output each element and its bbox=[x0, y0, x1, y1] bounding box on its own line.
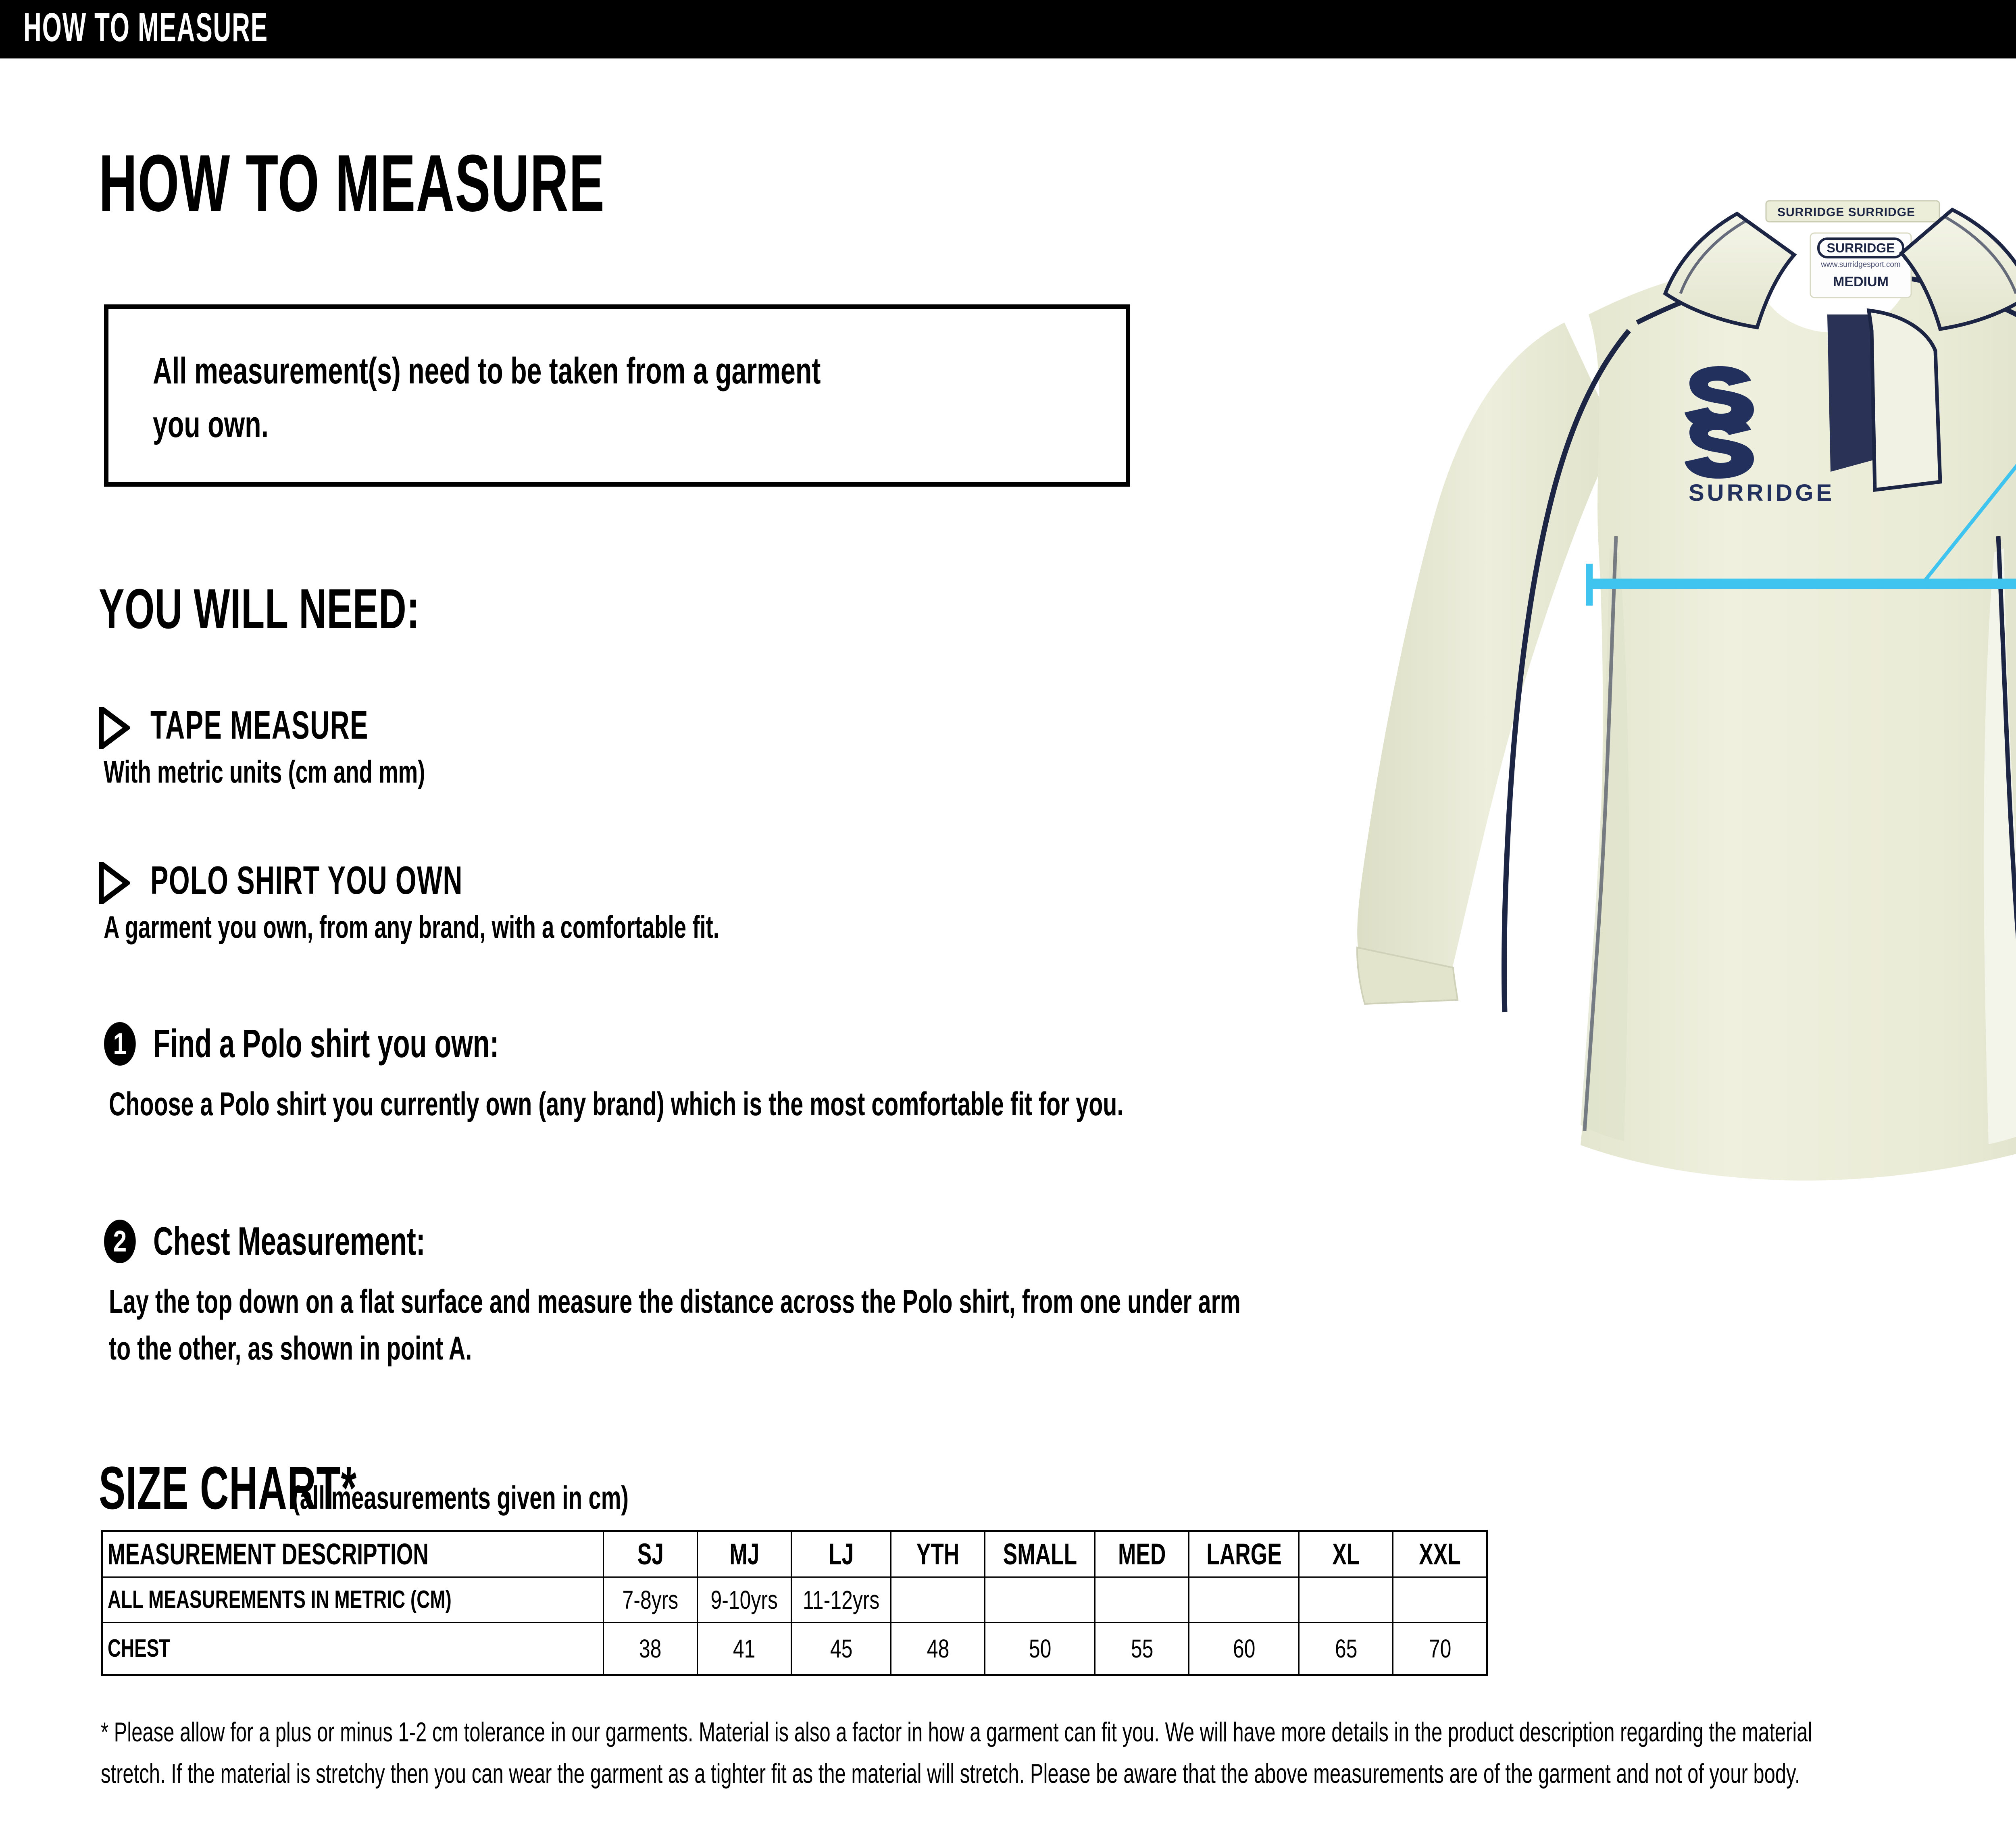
column-header-lj: LJ bbox=[790, 1530, 892, 1578]
step-body: Lay the top down on a flat surface and m… bbox=[109, 1283, 1241, 1367]
cell-chest-small: 50 bbox=[984, 1622, 1096, 1676]
neck-label-brand: SURRIDGE bbox=[1827, 241, 1895, 255]
cell-chest-large: 60 bbox=[1188, 1622, 1300, 1676]
size-chart-heading-sub: (all measurements given in cm) bbox=[292, 1480, 629, 1516]
row-label-chest: CHEST bbox=[101, 1622, 604, 1676]
collar-tape-text: SURRIDGE SURRIDGE bbox=[1777, 206, 1915, 219]
need-item-label: POLO SHIRT YOU OWN bbox=[150, 858, 463, 902]
table-header-row: MEASUREMENT DESCRIPTION SJ MJ LJ YTH SMA… bbox=[101, 1530, 1488, 1578]
collar-right-edge bbox=[1944, 215, 2016, 294]
size-chart-heading: SIZE CHART* bbox=[99, 1454, 357, 1522]
step-body: Choose a Polo shirt you currently own (a… bbox=[109, 1086, 1124, 1122]
cell-metric-lj: 11-12yrs bbox=[790, 1576, 892, 1623]
left-cuff bbox=[1356, 946, 1459, 1005]
column-header-description: MEASUREMENT DESCRIPTION bbox=[101, 1530, 604, 1578]
right-seam-piping bbox=[1996, 536, 2016, 940]
row-label-metric: ALL MEASUREMENTS IN METRIC (CM) bbox=[101, 1576, 604, 1623]
notice-box: All measurement(s) need to be taken from… bbox=[104, 304, 1130, 487]
need-item-label: TAPE MEASURE bbox=[150, 703, 369, 747]
cell-metric-xl bbox=[1298, 1576, 1394, 1623]
right-side-panel bbox=[1983, 548, 2016, 1144]
polo-shirt-image: SURRIDGE SURRIDGE SURRIDGE www.surridges… bbox=[1356, 200, 2016, 1181]
column-header-yth: YTH bbox=[890, 1530, 986, 1578]
page-title: HOW TO MEASURE bbox=[99, 138, 605, 228]
column-header-small: SMALL bbox=[984, 1530, 1096, 1578]
header-bar: HOW TO MEASURE SURRIDGE bbox=[0, 0, 2016, 58]
column-header-med: MED bbox=[1094, 1530, 1190, 1578]
footnote-text: * Please allow for a plus or minus 1-2 c… bbox=[101, 1717, 1812, 1789]
step-number-badge: 1 bbox=[104, 1022, 136, 1066]
collar-left-edge bbox=[1679, 219, 1747, 294]
column-header-mj: MJ bbox=[697, 1530, 792, 1578]
cell-metric-mj: 9-10yrs bbox=[697, 1576, 792, 1623]
neck-label-size: MEDIUM bbox=[1833, 274, 1889, 289]
cell-metric-xxl bbox=[1392, 1576, 1488, 1623]
column-header-large: LARGE bbox=[1188, 1530, 1300, 1578]
header-title: HOW TO MEASURE bbox=[23, 5, 269, 50]
cell-chest-sj: 38 bbox=[603, 1622, 698, 1676]
table-row: CHEST 38 41 45 48 50 55 60 65 70 bbox=[101, 1622, 1488, 1676]
column-header-sj: SJ bbox=[603, 1530, 698, 1578]
marker-leader-line bbox=[1922, 464, 2016, 584]
cell-chest-med: 55 bbox=[1094, 1622, 1190, 1676]
garment-illustration: SURRIDGE SURRIDGE SURRIDGE www.surridges… bbox=[1282, 73, 2016, 1411]
size-chart-table: MEASUREMENT DESCRIPTION SJ MJ LJ YTH SMA… bbox=[101, 1530, 1489, 1676]
step-title: Chest Measurement: bbox=[153, 1219, 425, 1263]
left-sleeve bbox=[1357, 323, 1617, 972]
left-piping bbox=[1502, 329, 1631, 1012]
cell-metric-med bbox=[1094, 1576, 1190, 1623]
shirt-body bbox=[1581, 268, 2016, 1181]
placket-flap bbox=[1866, 308, 1942, 492]
chest-logo: SURRIDGE bbox=[1685, 366, 1835, 506]
step-title: Find a Polo shirt you own: bbox=[153, 1021, 499, 1066]
cell-metric-yth bbox=[890, 1576, 986, 1623]
collar-tape bbox=[1765, 200, 1940, 223]
cell-chest-mj: 41 bbox=[697, 1622, 792, 1676]
notice-text: All measurement(s) need to be taken from… bbox=[153, 350, 821, 446]
need-item-sub: A garment you own, from any brand, with … bbox=[104, 909, 719, 945]
size-chart-heading-group: SIZE CHART* (all measurements given in c… bbox=[99, 1454, 629, 1522]
cell-chest-xxl: 70 bbox=[1392, 1622, 1488, 1676]
column-header-xl: XL bbox=[1298, 1530, 1394, 1578]
chest-measure-line bbox=[1586, 564, 2016, 606]
placket-opening bbox=[1827, 314, 1875, 472]
cell-chest-yth: 48 bbox=[890, 1622, 986, 1676]
neck-label-url: www.surridgesport.com bbox=[1820, 260, 1900, 269]
table-row: ALL MEASUREMENTS IN METRIC (CM) 7-8yrs 9… bbox=[101, 1576, 1488, 1623]
chest-logo-text: SURRIDGE bbox=[1689, 480, 1835, 506]
neck-label-logo-outline bbox=[1817, 237, 1904, 258]
content-left-column: HOW TO MEASURE All measurement(s) need t… bbox=[0, 58, 1310, 1847]
cell-chest-xl: 65 bbox=[1298, 1622, 1394, 1676]
need-item-sub: With metric units (cm and mm) bbox=[104, 754, 425, 789]
step-number-badge: 2 bbox=[104, 1220, 136, 1263]
cell-metric-small bbox=[984, 1576, 1096, 1623]
left-seam-piping bbox=[1583, 536, 1618, 1131]
cell-metric-sj: 7-8yrs bbox=[603, 1576, 698, 1623]
cell-chest-lj: 45 bbox=[790, 1622, 892, 1676]
you-will-need-heading: YOU WILL NEED: bbox=[99, 577, 420, 640]
column-header-xxl: XXL bbox=[1392, 1530, 1488, 1578]
collar-left bbox=[1663, 211, 1797, 330]
collar-right bbox=[1899, 207, 2016, 331]
cell-metric-large bbox=[1188, 1576, 1300, 1623]
